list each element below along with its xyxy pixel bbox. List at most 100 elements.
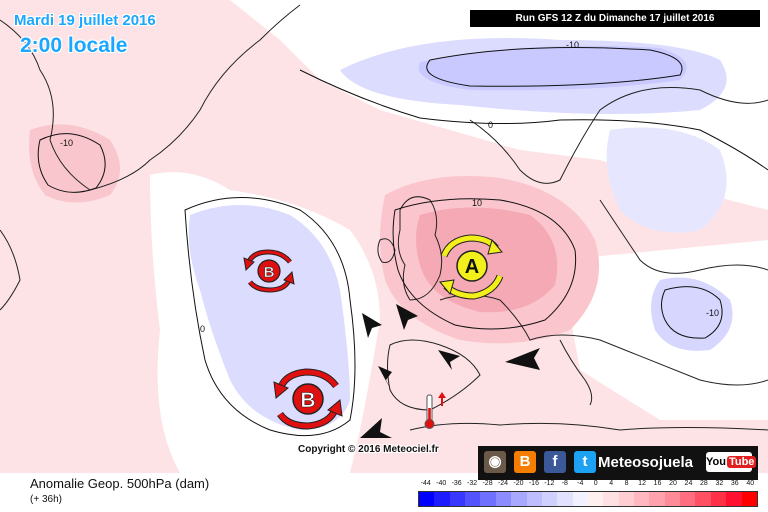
africa-coast	[409, 422, 768, 431]
scale-swatch	[526, 492, 542, 506]
scale-label: -20	[513, 480, 524, 487]
scale-label: 36	[730, 480, 739, 487]
scale-label: -12	[544, 480, 555, 487]
camera-icon[interactable]: ◉	[484, 451, 506, 473]
scale-label: -36	[451, 480, 462, 487]
contour-minus10-greenland	[37, 133, 106, 193]
scale-swatch	[572, 492, 588, 506]
scale-label: -4	[577, 480, 584, 487]
scale-swatch	[680, 492, 696, 506]
youtube-label-right: Tube	[726, 456, 757, 468]
britain-coast	[397, 196, 443, 301]
high-pressure-symbol: A	[439, 234, 504, 300]
contour-zero-atlantic	[184, 197, 356, 437]
scale-labels: -44 -40 -36 -32 -28 -24 -20 -16 -12 -8 -4 0 4 8 12 16 20…	[418, 480, 758, 491]
scale-label: -32	[467, 480, 478, 487]
contour-label: 0	[200, 324, 205, 334]
arrow-icon	[438, 350, 460, 370]
map-title: Anomalie Geop. 500hPa (dam)	[30, 476, 210, 491]
scale-label: -8	[561, 480, 568, 487]
blogger-icon[interactable]: B	[514, 451, 536, 473]
arrow-icon	[360, 418, 392, 438]
scale-swatch	[664, 492, 681, 506]
arrow-icon	[378, 366, 392, 392]
social-bar: ◉ B f t Meteosojuela You Tube	[478, 446, 758, 480]
scale-swatch	[541, 492, 558, 506]
negative-anomaly-scandinavia	[606, 127, 727, 233]
twitter-icon[interactable]: t	[574, 451, 596, 473]
thermometer-icon	[424, 392, 446, 429]
baltic-border	[599, 199, 768, 274]
arrow-icon	[505, 348, 540, 370]
forecast-date: Mardi 19 juillet 2016	[14, 12, 156, 29]
italy-coast	[559, 339, 593, 406]
canada-coast	[0, 229, 21, 311]
scale-swatch	[726, 492, 742, 506]
scale-swatch	[480, 492, 496, 506]
coastlines	[0, 4, 768, 431]
youtube-label-left: You	[706, 456, 726, 468]
flow-arrows	[360, 304, 540, 438]
contour-minus10-north	[426, 47, 683, 87]
contour-label: -10	[706, 308, 719, 318]
scale-bar	[418, 491, 758, 507]
greenland-coast	[0, 4, 301, 191]
anomaly-map: -10 0 -10 10 0 -10	[0, 0, 768, 473]
continent-coast	[439, 294, 768, 386]
scale-swatch	[511, 492, 527, 506]
brand-name[interactable]: Meteosojuela	[598, 454, 694, 471]
arrow-icon	[362, 313, 382, 338]
scale-swatch	[618, 492, 635, 506]
scale-swatch	[634, 492, 650, 506]
scale-swatch	[649, 492, 665, 506]
contour-label: -10	[566, 40, 579, 50]
scale-swatch	[710, 492, 727, 506]
contour-zero-north	[299, 69, 768, 171]
contour-label: 10	[472, 198, 482, 208]
scale-swatch	[695, 492, 711, 506]
scale-swatch	[587, 492, 604, 506]
youtube-icon[interactable]: You Tube	[706, 452, 757, 472]
scale-label: 24	[684, 480, 693, 487]
scale-label: 12	[638, 480, 646, 487]
ireland-coast	[377, 238, 396, 263]
scale-label: 8	[624, 480, 629, 487]
contour-label: 0	[488, 120, 493, 130]
contour-minus10-east	[661, 286, 723, 339]
scandinavia-coast	[469, 87, 768, 184]
scale-label: 32	[715, 480, 724, 487]
facebook-icon[interactable]: f	[544, 451, 566, 473]
map-canvas: -10 0 -10 10 0 -10	[0, 0, 768, 473]
scale-swatch	[419, 492, 435, 506]
scale-swatch	[603, 492, 619, 506]
scale-label: -40	[436, 480, 447, 487]
scale-label: -44	[420, 480, 431, 487]
scale-label: -16	[528, 480, 539, 487]
contour-plus10	[392, 198, 577, 330]
negative-anomaly-north-core	[418, 45, 687, 91]
scale-label: 40	[746, 480, 755, 487]
low-label: B	[264, 264, 275, 281]
copyright-text: Copyright © 2016 Meteociel.fr	[298, 444, 439, 455]
arrow-icon	[396, 304, 418, 330]
forecast-local-time: 2:00 locale	[20, 34, 128, 57]
scale-swatch	[557, 492, 573, 506]
iberia-coast	[387, 339, 481, 411]
color-scale-legend: -44 -40 -36 -32 -28 -24 -20 -16 -12 -8 -4 0 4 8 12 16 20…	[418, 480, 758, 510]
scale-label: 20	[669, 480, 677, 487]
scale-label: 28	[700, 480, 708, 487]
forecast-offset: (+ 36h)	[30, 494, 62, 505]
scale-label: -24	[497, 480, 509, 487]
high-label: A	[465, 256, 479, 278]
scale-label: -28	[482, 480, 493, 487]
scale-swatch	[449, 492, 466, 506]
scale-swatch	[495, 492, 512, 506]
scale-label: 0	[593, 480, 598, 487]
low-pressure-symbol: B	[273, 368, 343, 430]
scale-label: 16	[653, 480, 662, 487]
scale-label: 4	[609, 480, 614, 487]
contours	[37, 47, 768, 437]
scale-swatch	[741, 492, 757, 506]
contour-label: -10	[60, 138, 73, 148]
scale-swatch	[434, 492, 450, 506]
